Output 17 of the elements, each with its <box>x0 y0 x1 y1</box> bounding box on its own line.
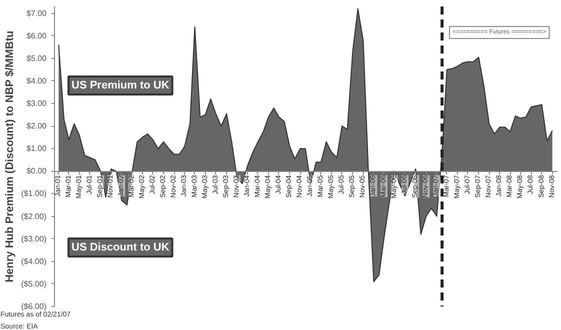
y-tick-label: $4.00 <box>26 76 48 86</box>
y-tick-label: $0.00 <box>26 166 48 176</box>
y-tick-label: $2.00 <box>26 122 48 131</box>
annotation: US Discount to UK <box>72 242 170 254</box>
y-tick-label: ($5.00) <box>21 279 47 288</box>
y-tick-label: $5.00 <box>26 54 48 63</box>
y-tick-label: $7.00 <box>26 8 48 18</box>
y-tick-label: $1.00 <box>26 144 48 154</box>
y-tick-label: ($4.00) <box>21 256 47 266</box>
y-tick-label: $6.00 <box>26 31 48 40</box>
y-tick-label: ($3.00) <box>21 234 47 244</box>
y-axis-title: Henry Hub Premium (Discount) to NBP $/MMBtu <box>4 30 16 282</box>
y-tick-label: ($6.00) <box>21 302 47 311</box>
y-tick-label: ($2.00) <box>21 212 47 221</box>
annotation: US Premium to UK <box>72 80 170 92</box>
y-tick-label: $3.00 <box>26 98 48 108</box>
y-tick-label: ($1.00) <box>21 189 47 198</box>
